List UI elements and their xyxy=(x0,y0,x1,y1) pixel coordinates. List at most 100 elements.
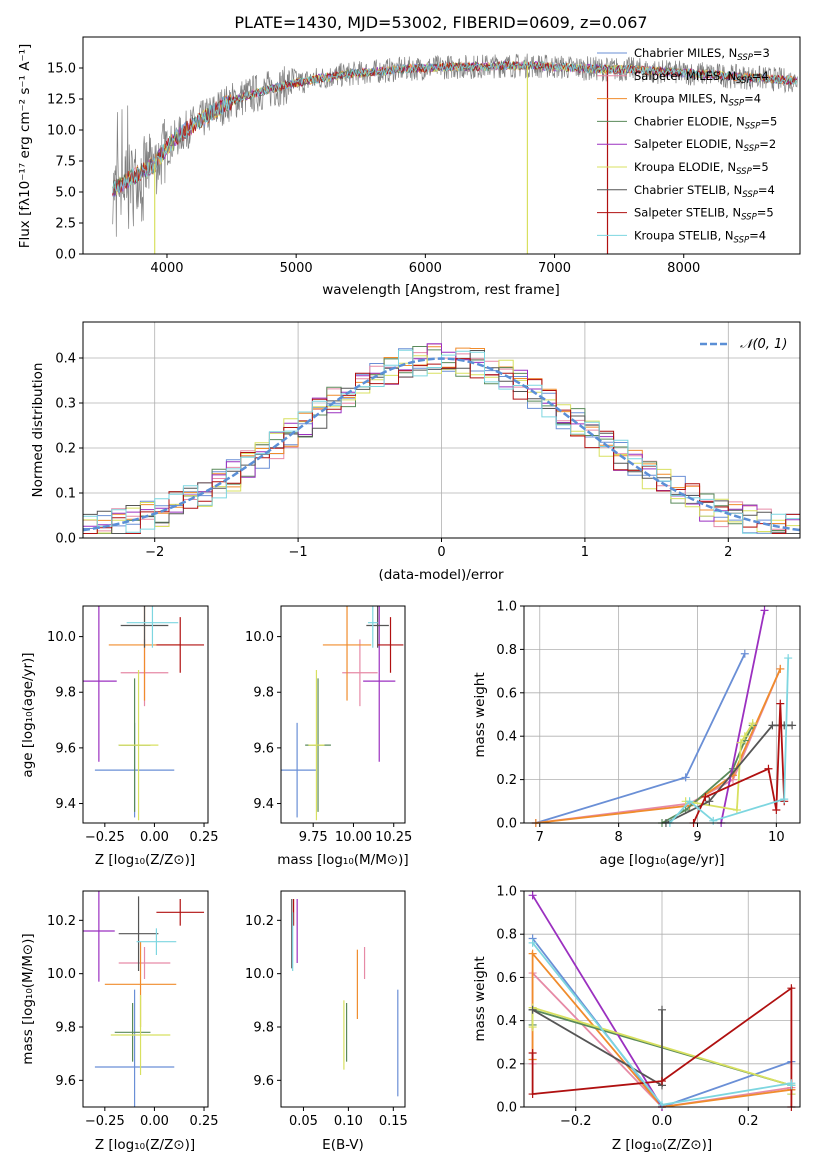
weight-vs-age-marker-7-2 xyxy=(764,764,773,773)
weight-vs-age-series-2 xyxy=(535,668,782,824)
spectrum-ylabel: Flux [fλ10⁻¹⁷ erg cm⁻² s⁻¹ A⁻¹] xyxy=(17,44,33,249)
spectrum-axes xyxy=(82,36,801,255)
x-tick-label: 0.05 xyxy=(289,1114,318,1129)
x-tick-label: 5000 xyxy=(280,261,313,276)
y-tick-label: 9.6 xyxy=(253,741,274,756)
age-vs-z-plot xyxy=(83,606,205,821)
weight-vs-z-axes xyxy=(523,890,801,1108)
y-tick-label: 9.4 xyxy=(55,797,76,812)
x-tick-label: 10.25 xyxy=(375,830,412,845)
spectrum-legend: Chabrier MILES, NSSP=3 Salpeter MILES, NS… xyxy=(597,46,777,245)
age-vs-mass-axes xyxy=(280,605,406,824)
x-tick-label: 7000 xyxy=(538,261,571,276)
weight-vs-z-marker-5-0 xyxy=(528,1023,537,1032)
weight-vs-age-marker-5-4 xyxy=(748,719,757,728)
weight-vs-age-marker-0-1 xyxy=(681,773,690,782)
weight-vs-age-marker-7-3 xyxy=(772,805,781,814)
weight-vs-age-ticks: 7 8 9 10 0.0 0.2 0.4 0.6 0.8 1.0 xyxy=(496,600,784,846)
mass-vs-ebv-xlabel: E(B-V) xyxy=(322,1137,364,1153)
weight-vs-age-marker-4-1 xyxy=(760,606,769,615)
y-tick-label: 9.8 xyxy=(253,1021,274,1036)
legend-label-5: Kroupa ELODIE, NSSP=5 xyxy=(634,160,769,177)
x-tick-label: −1 xyxy=(289,545,308,560)
mass-vs-z-plot xyxy=(83,891,205,1107)
y-tick-label: 12.5 xyxy=(47,93,76,108)
weight-vs-age-marker-7-4 xyxy=(776,699,785,708)
y-tick-label: 1.0 xyxy=(496,600,517,615)
weight-vs-age-series-7 xyxy=(692,703,786,824)
legend-label-8: Kroupa STELIB, NSSP=4 xyxy=(634,228,766,245)
spectrum-ticks: 4000 5000 6000 7000 8000 0.0 2.5 5.0 7.5 10.0 12.5… xyxy=(47,62,700,277)
x-tick-label: −0.25 xyxy=(85,1114,125,1129)
x-tick-label: 1 xyxy=(581,545,589,560)
y-tick-label: 0.8 xyxy=(496,928,517,943)
mass-vs-ebv-ticks: 0.05 0.10 0.15 9.6 9.8 10.0 10.2 xyxy=(245,914,408,1129)
legend-label-3: Chabrier ELODIE, NSSP=5 xyxy=(634,114,777,131)
y-tick-label: 10.2 xyxy=(245,914,274,929)
x-tick-label: 0.00 xyxy=(140,830,169,845)
legend-label-1: Salpeter MILES, NSSP=4 xyxy=(634,69,769,86)
x-tick-label: −2 xyxy=(145,545,164,560)
y-tick-label: 0.0 xyxy=(55,248,76,263)
y-tick-label: 9.8 xyxy=(253,686,274,701)
weight-vs-z-marker-8-3 xyxy=(787,1081,796,1090)
residual-ticks: −2 −1 0 1 2 0.0 0.1 0.2 0.3 0.4 xyxy=(55,352,732,561)
weight-vs-z-ticks: −0.2 0.0 0.2 0.0 0.2 0.4 0.6 0.8 1.0 xyxy=(496,885,758,1130)
legend-label-6: Chabrier STELIB, NSSP=4 xyxy=(634,183,775,200)
y-tick-label: 10.0 xyxy=(245,967,274,982)
y-tick-label: 15.0 xyxy=(47,62,76,77)
y-tick-label: 10.0 xyxy=(47,124,76,139)
spectrum-title: PLATE=1430, MJD=53002, FIBERID=0609, z=0… xyxy=(234,13,647,32)
weight-vs-age-ylabel: mass weight xyxy=(472,672,488,757)
y-tick-label: 1.0 xyxy=(496,885,517,900)
mass-vs-ebv-axes xyxy=(280,890,406,1108)
y-tick-label: 9.8 xyxy=(55,1021,76,1036)
y-tick-label: 0.6 xyxy=(496,971,517,986)
residual-histogram-6 xyxy=(83,350,800,534)
weight-vs-z-marker-8-0 xyxy=(528,938,537,947)
weight-vs-age-marker-0-2 xyxy=(740,649,749,658)
y-tick-label: 0.6 xyxy=(496,686,517,701)
weight-vs-z-marker-7-1 xyxy=(528,1090,537,1099)
x-tick-label: 0.25 xyxy=(190,1114,219,1129)
mass-vs-z-ylabel: mass [log₁₀(M/M⊙)] xyxy=(20,933,36,1064)
x-tick-label: 9 xyxy=(693,830,701,845)
residual-histogram-8 xyxy=(83,349,800,534)
y-tick-label: 9.8 xyxy=(55,686,76,701)
residual-legend: 𝒩(0, 1) xyxy=(700,337,787,352)
spectrum-panel: PLATE=1430, MJD=53002, FIBERID=0609, z=0… xyxy=(17,13,801,298)
x-tick-label: 7 xyxy=(536,830,544,845)
weight-vs-z-plot xyxy=(528,891,796,1111)
y-tick-label: 0.2 xyxy=(55,442,76,457)
y-tick-label: 2.5 xyxy=(55,217,76,232)
mass-vs-z-ticks: −0.25 0.00 0.25 9.6 9.8 10.0 10.2 xyxy=(47,914,218,1129)
weight-vs-z-xlabel: Z [log₁₀(Z/Z⊙)] xyxy=(612,1137,712,1153)
y-tick-label: 0.4 xyxy=(496,1014,517,1029)
y-tick-label: 5.0 xyxy=(55,186,76,201)
legend-label-4: Salpeter ELODIE, NSSP=2 xyxy=(634,137,776,154)
x-tick-label: 0.10 xyxy=(334,1114,363,1129)
y-tick-label: 10.0 xyxy=(47,967,76,982)
x-tick-label: 0.2 xyxy=(738,1114,759,1129)
y-tick-label: 0.1 xyxy=(55,487,76,502)
y-tick-label: 10.2 xyxy=(47,914,76,929)
residual-plot xyxy=(83,343,800,534)
age-vs-mass-ticks: 9.75 10.00 10.25 9.4 9.6 9.8 10.0 xyxy=(245,630,412,845)
weight-vs-z-marker-8-1 xyxy=(658,1100,666,1109)
weight-vs-age-marker-8-3 xyxy=(780,795,789,804)
y-tick-label: 0.8 xyxy=(496,643,517,658)
legend-label-0: Chabrier MILES, NSSP=3 xyxy=(634,46,770,63)
weight-vs-age-marker-8-4 xyxy=(784,654,793,663)
mass-vs-z-axes xyxy=(82,890,209,1108)
y-tick-label: 9.6 xyxy=(55,1074,76,1089)
mass-vs-z-panel: −0.25 0.00 0.25 9.6 9.8 10.0 10.2 Z [log₁₀(Z/Z… xyxy=(20,890,219,1153)
weight-vs-age-marker-2-3 xyxy=(776,664,785,673)
y-tick-label: 7.5 xyxy=(55,155,76,170)
residual-axes xyxy=(82,321,801,539)
weight-vs-z-marker-7-3 xyxy=(787,984,796,993)
age-vs-z-xlabel: Z [log₁₀(Z/Z⊙)] xyxy=(95,852,195,868)
x-tick-label: −0.25 xyxy=(85,830,125,845)
weight-vs-z-marker-6-0 xyxy=(528,1005,537,1014)
x-tick-label: 0.25 xyxy=(190,830,219,845)
y-tick-label: 9.6 xyxy=(253,1074,274,1089)
